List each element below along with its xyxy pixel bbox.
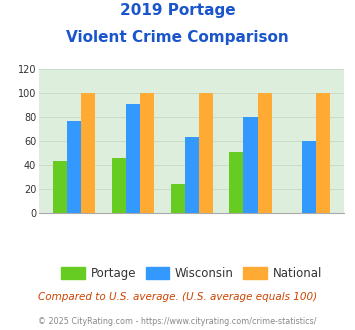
Bar [302, 141, 316, 213]
Bar [258, 93, 272, 213]
Text: © 2025 CityRating.com - https://www.cityrating.com/crime-statistics/: © 2025 CityRating.com - https://www.city… [38, 317, 317, 326]
Bar [53, 161, 67, 213]
Bar [229, 152, 244, 213]
Text: Compared to U.S. average. (U.S. average equals 100): Compared to U.S. average. (U.S. average … [38, 292, 317, 302]
Bar [67, 121, 81, 213]
Bar [244, 117, 258, 213]
Bar [199, 93, 213, 213]
Legend: Portage, Wisconsin, National: Portage, Wisconsin, National [56, 262, 327, 284]
Bar [185, 138, 199, 213]
Bar [81, 93, 95, 213]
Text: 2019 Portage: 2019 Portage [120, 3, 235, 18]
Bar [316, 93, 331, 213]
Bar [126, 104, 140, 213]
Bar [112, 158, 126, 213]
Bar [140, 93, 154, 213]
Text: Violent Crime Comparison: Violent Crime Comparison [66, 30, 289, 45]
Bar [170, 184, 185, 213]
